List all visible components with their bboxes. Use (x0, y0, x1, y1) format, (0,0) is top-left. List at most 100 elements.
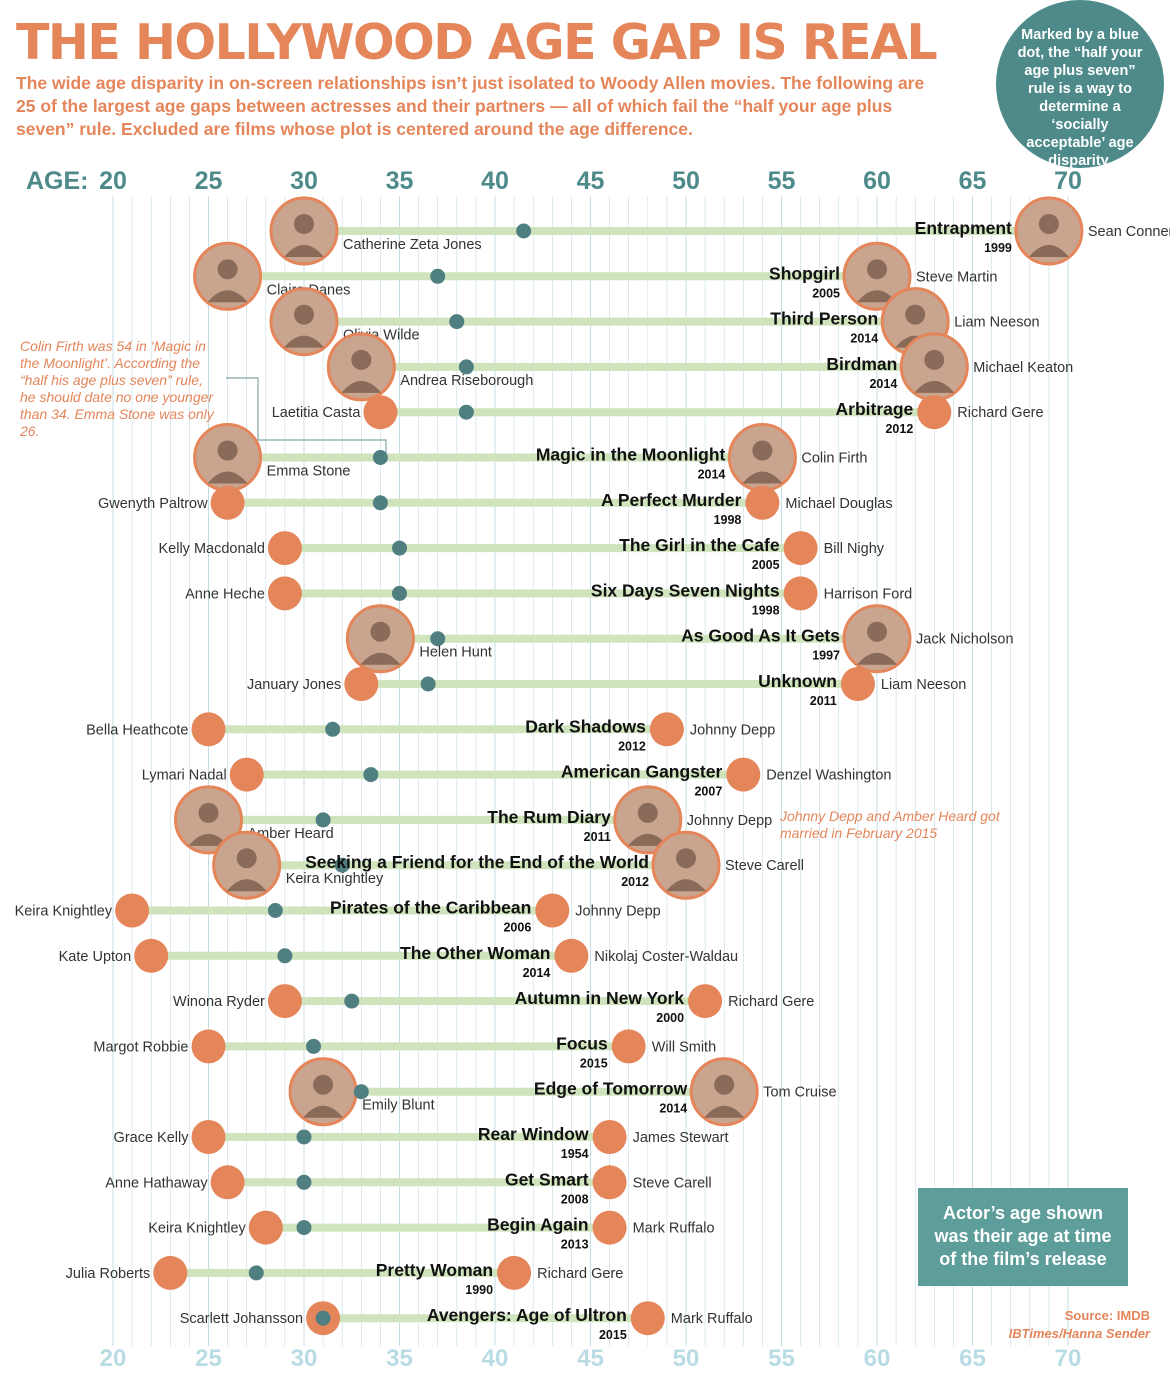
actor-marker-photo-shoulders (666, 879, 706, 892)
tick-label-bottom: 35 (386, 1345, 413, 1372)
tick-label-top: 20 (99, 167, 127, 195)
actor-marker-photo-shoulders (914, 380, 955, 393)
actor-marker-photo-head (924, 349, 945, 370)
actor-marker-photo-shoulders (857, 652, 897, 665)
actor-name: Nikolaj Coster-Waldau (594, 949, 738, 965)
film-title: Six Days Seven Nights (591, 580, 780, 600)
actress-marker (267, 531, 302, 566)
tick-label-top: 60 (863, 167, 891, 195)
actor-marker-photo-head (905, 304, 926, 325)
film-year: 2014 (869, 377, 897, 391)
actor-name: Michael Keaton (973, 360, 1073, 376)
actress-marker-photo-head (370, 621, 391, 642)
film-year: 2005 (752, 558, 780, 572)
film-year: 2014 (523, 966, 551, 980)
rule-age-dot (363, 767, 379, 783)
actor-marker-photo-shoulders (857, 290, 897, 303)
rule-age-dot (372, 450, 388, 465)
tick-label-bottom: 45 (577, 1345, 604, 1372)
actor-marker (592, 1120, 627, 1154)
actor-marker (745, 485, 780, 520)
film-year: 2008 (561, 1192, 589, 1206)
rule-age-dot (430, 631, 446, 647)
actress-name: Kelly Macdonald (158, 541, 264, 557)
rule-age-dot (353, 1084, 369, 1100)
tick-label-bottom: 40 (482, 1345, 509, 1372)
actress-name: Helen Hunt (419, 645, 492, 661)
actress-name: Margot Robbie (93, 1039, 188, 1055)
actor-name: Johnny Depp (690, 722, 775, 738)
actress-name: Kate Upton (59, 949, 132, 965)
actor-name: Johnny Depp (575, 904, 660, 920)
actor-marker (917, 395, 952, 430)
actor-name: Richard Gere (957, 405, 1043, 421)
actress-marker (363, 395, 398, 430)
actress-marker (267, 576, 302, 611)
rule-age-dot (516, 223, 532, 239)
actor-marker-photo-head (1038, 214, 1059, 234)
actress-marker-photo-head (217, 259, 238, 280)
film-year: 1999 (984, 241, 1012, 255)
actress-name: Lymari Nadal (142, 768, 227, 784)
film-year: 2014 (698, 468, 726, 482)
actress-name: Winona Ryder (173, 994, 265, 1010)
actor-marker (592, 1165, 627, 1200)
film-year: 2015 (580, 1056, 608, 1070)
film-year: 2000 (656, 1011, 684, 1025)
tick-label-top: 50 (672, 167, 700, 195)
rule-age-dot (296, 1129, 312, 1145)
actor-marker-photo-shoulders (742, 471, 783, 484)
actress-name: Anne Hathaway (105, 1175, 208, 1191)
rule-age-dot (372, 495, 388, 511)
film-title: Birdman (826, 354, 897, 374)
film-title: Edge of Tomorrow (534, 1079, 688, 1099)
actress-name: Keira Knightley (148, 1221, 246, 1237)
film-year: 2011 (584, 830, 611, 844)
actor-name: Richard Gere (537, 1266, 623, 1282)
actor-name: Steve Martin (916, 269, 997, 285)
tick-label-bottom: 50 (673, 1345, 700, 1372)
axis-label: AGE: (26, 167, 89, 195)
film-title: Magic in the Moonlight (536, 445, 726, 465)
film-year: 2012 (621, 875, 649, 889)
film-title: Unknown (758, 671, 837, 691)
tick-label-top: 70 (1054, 167, 1082, 195)
film-year: 1998 (752, 603, 780, 617)
film-title: The Rum Diary (487, 807, 611, 827)
film-year: 2006 (503, 921, 531, 935)
actor-marker (554, 938, 589, 973)
actor-name: Richard Gere (728, 994, 814, 1010)
actress-marker-photo-head (351, 349, 372, 370)
tick-label-bottom: 25 (195, 1345, 222, 1372)
actor-name: James Stewart (633, 1130, 729, 1146)
actress-marker-photo-shoulders (341, 380, 382, 393)
tick-label-bottom: 65 (959, 1345, 986, 1372)
actress-name: Emma Stone (267, 464, 351, 480)
actress-name: Julia Roberts (66, 1266, 151, 1282)
rule-age-dot (458, 359, 474, 375)
actress-marker-photo-head (217, 440, 238, 461)
age-info-box: Actor’s age shown was their age at time … (918, 1188, 1128, 1286)
actor-name: Steve Carell (633, 1175, 712, 1191)
actor-marker-photo-head (867, 259, 887, 280)
actress-marker-photo-head (294, 214, 314, 234)
film-title: American Gangster (561, 762, 723, 782)
tick-label-bottom: 55 (768, 1345, 795, 1372)
film-title: The Other Woman (400, 943, 550, 963)
actress-marker (267, 984, 302, 1019)
film-title: A Perfect Murder (601, 490, 742, 510)
actress-marker-photo-head (313, 1074, 334, 1095)
film-title: Dark Shadows (525, 716, 646, 736)
actor-marker-photo-head (637, 802, 658, 823)
film-title: Pirates of the Caribbean (330, 898, 531, 918)
rule-age-dot (334, 857, 350, 873)
film-year: 1997 (812, 649, 840, 663)
actor-marker-photo-head (676, 848, 696, 869)
film-title: As Good As It Gets (681, 626, 840, 646)
source-credit: Source: IMDB IBTimes/Hanna Sender (1009, 1307, 1150, 1343)
actor-name: Michael Douglas (785, 496, 892, 512)
film-title: Entrapment (915, 218, 1012, 238)
actor-name: Tom Cruise (763, 1085, 836, 1101)
actor-marker (726, 757, 761, 792)
actress-marker-photo-shoulders (188, 833, 229, 846)
